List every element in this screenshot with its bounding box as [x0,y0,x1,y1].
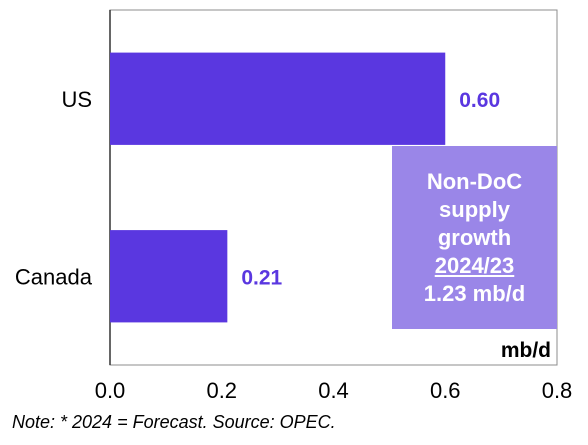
bar-us [110,52,446,145]
bar-canada [110,230,228,323]
x-tick-label: 0.4 [318,378,349,403]
bar-chart: US 0.60 Canada 0.21 0.0 0.2 0.4 0.6 0.8 mb/d [15,9,573,403]
x-tick-label: 0.6 [430,378,461,403]
value-label-us: 0.60 [459,89,500,112]
callout-line-1: Non-DoC [426,168,523,194]
source-note: Note: * 2024 = Forecast. Source: OPEC. [12,412,336,432]
unit-label: mb/d [501,339,551,362]
category-label-us: US [61,87,92,112]
callout-line-5: 1.23 mb/d [423,280,526,306]
callout-line-4: 2024/23 [434,252,515,278]
category-label-canada: Canada [15,264,93,289]
value-label-canada: 0.21 [241,266,282,289]
x-tick-label: 0.2 [206,378,237,403]
callout-line-3: growth [437,224,512,250]
x-tick-label: 0.8 [542,378,573,403]
x-tick-label: 0.0 [95,378,126,403]
callout-line-2: supply [439,196,510,222]
supply-growth-callout: Non-DoC supply growth 2024/23 1.23 mb/d [392,146,557,329]
